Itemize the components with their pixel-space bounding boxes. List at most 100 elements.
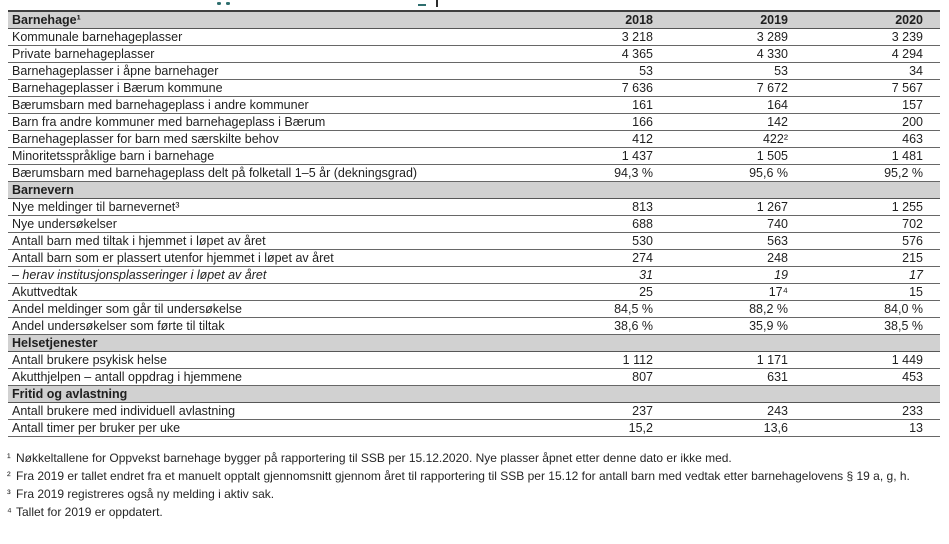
empty-cell [670,385,805,403]
empty-cell [535,334,670,352]
value-cell: 243 [670,402,805,420]
value-cell: 688 [535,215,670,233]
row-label: Private barnehageplasser [8,45,535,63]
value-cell: 7 672 [670,79,805,97]
section-title: Fritid og avlastning [8,385,535,403]
value-cell: 38,5 % [805,317,940,335]
table-row: Kommunale barnehageplasser 3 218 3 289 3 23… [8,28,940,46]
value-cell: 3 239 [805,28,940,46]
value-cell: 4 365 [535,45,670,63]
value-cell: 35,9 % [670,317,805,335]
value-cell: 157 [805,96,940,114]
value-cell: 88,2 % [670,300,805,318]
row-label: Antall timer per bruker per uke [8,419,535,437]
table-row: Akuttvedtak 25 17⁴ 15 [8,283,940,301]
section-title: Barnehage¹ [8,11,535,29]
footnote: ¹ Nøkkeltallene for Oppvekst barnehage by… [7,449,941,467]
section-header-row: Helsetjenester [8,334,940,352]
row-label: Barnehageplasser for barn med særskilte … [8,130,535,148]
value-cell: 7 636 [535,79,670,97]
table-row: Barnehageplasser i Bærum kommune 7 636 7 6… [8,79,940,97]
value-cell: 1 505 [670,147,805,165]
value-cell: 1 255 [805,198,940,216]
table-row: Bærumsbarn med barnehageplass delt på fo… [8,164,940,182]
footnote-text: Tallet for 2019 er oppdatert. [16,505,163,519]
footnote: ³ Fra 2019 registreres også ny melding i … [7,485,941,503]
clipped-glyph-fragment [418,4,426,6]
row-label: Andel meldinger som går til undersøkelse [8,300,535,318]
footnote-marker: ³ [7,488,11,500]
value-cell: 53 [535,62,670,80]
table-row: – herav institusjonsplasseringer i løpet… [8,266,940,284]
value-cell: 3 218 [535,28,670,46]
value-cell: 38,6 % [535,317,670,335]
value-cell: 200 [805,113,940,131]
year-column-header: 2019 [670,11,805,29]
value-cell: 412 [535,130,670,148]
value-cell: 576 [805,232,940,250]
section-header-row: Barnehage¹ 2018 2019 2020 [8,11,940,29]
table-row: Antall brukere med individuell avlastnin… [8,402,940,420]
value-cell: 530 [535,232,670,250]
row-label: Antall brukere med individuell avlastnin… [8,402,535,420]
table-row: Minoritetsspråklige barn i barnehage 1 43… [8,147,940,165]
value-cell: 1 267 [670,198,805,216]
footnote-text: Nøkkeltallene for Oppvekst barnehage byg… [16,451,732,465]
value-cell: 164 [670,96,805,114]
value-cell: 631 [670,368,805,386]
table-body: Barnehage¹ 2018 2019 2020 Kommunale barnehag… [8,11,940,437]
footnote-marker: ² [7,470,11,482]
value-cell: 19 [670,266,805,284]
row-label: Akutthjelpen – antall oppdrag i hjemmene [8,368,535,386]
row-label: Andel undersøkelser som førte til tiltak [8,317,535,335]
value-cell: 15 [805,283,940,301]
empty-cell [535,385,670,403]
row-label: Kommunale barnehageplasser [8,28,535,46]
footnote-marker: ¹ [7,452,11,464]
value-cell: 25 [535,283,670,301]
year-column-header: 2018 [535,11,670,29]
value-cell: 4 330 [670,45,805,63]
value-cell: 215 [805,249,940,267]
table-row: Bærumsbarn med barnehageplass i andre ko… [8,96,940,114]
clipped-glyph-fragment [226,2,230,5]
value-cell: 142 [670,113,805,131]
row-label: Antall brukere psykisk helse [8,351,535,369]
value-cell: 53 [670,62,805,80]
value-cell: 1 112 [535,351,670,369]
row-label: Bærumsbarn med barnehageplass i andre ko… [8,96,535,114]
value-cell: 4 294 [805,45,940,63]
value-cell: 34 [805,62,940,80]
value-cell: 237 [535,402,670,420]
row-label: Minoritetsspråklige barn i barnehage [8,147,535,165]
footnote-text: Fra 2019 er tallet endret fra et manuelt… [16,469,910,483]
value-cell: 702 [805,215,940,233]
key-figures-table: Barnehage¹ 2018 2019 2020 Kommunale barnehag… [8,10,940,437]
table-row: Barn fra andre kommuner med barnehagepla… [8,113,940,131]
value-cell: 463 [805,130,940,148]
empty-cell [670,181,805,199]
table-row: Barnehageplasser for barn med særskilte … [8,130,940,148]
empty-cell [805,181,940,199]
footnote-marker: ⁴ [7,506,12,518]
table-row: Antall timer per bruker per uke 15,2 13,6 1… [8,419,940,437]
section-header-row: Barnevern [8,181,940,199]
row-label: Bærumsbarn med barnehageplass delt på fo… [8,164,535,182]
table-row: Nye meldinger til barnevernet³ 813 1 267 1 … [8,198,940,216]
footnotes: ¹ Nøkkeltallene for Oppvekst barnehage by… [7,449,941,521]
value-cell: 813 [535,198,670,216]
value-cell: 161 [535,96,670,114]
value-cell: 31 [535,266,670,284]
section-header-row: Fritid og avlastning [8,385,940,403]
section-title: Barnevern [8,181,535,199]
row-label: Barnehageplasser i Bærum kommune [8,79,535,97]
section-title: Helsetjenester [8,334,535,352]
table-row: Antall barn med tiltak i hjemmet i løpet… [8,232,940,250]
value-cell: 1 171 [670,351,805,369]
value-cell: 166 [535,113,670,131]
value-cell: 3 289 [670,28,805,46]
value-cell: 13 [805,419,940,437]
value-cell: 95,6 % [670,164,805,182]
value-cell: 563 [670,232,805,250]
table-row: Akutthjelpen – antall oppdrag i hjemmene… [8,368,940,386]
